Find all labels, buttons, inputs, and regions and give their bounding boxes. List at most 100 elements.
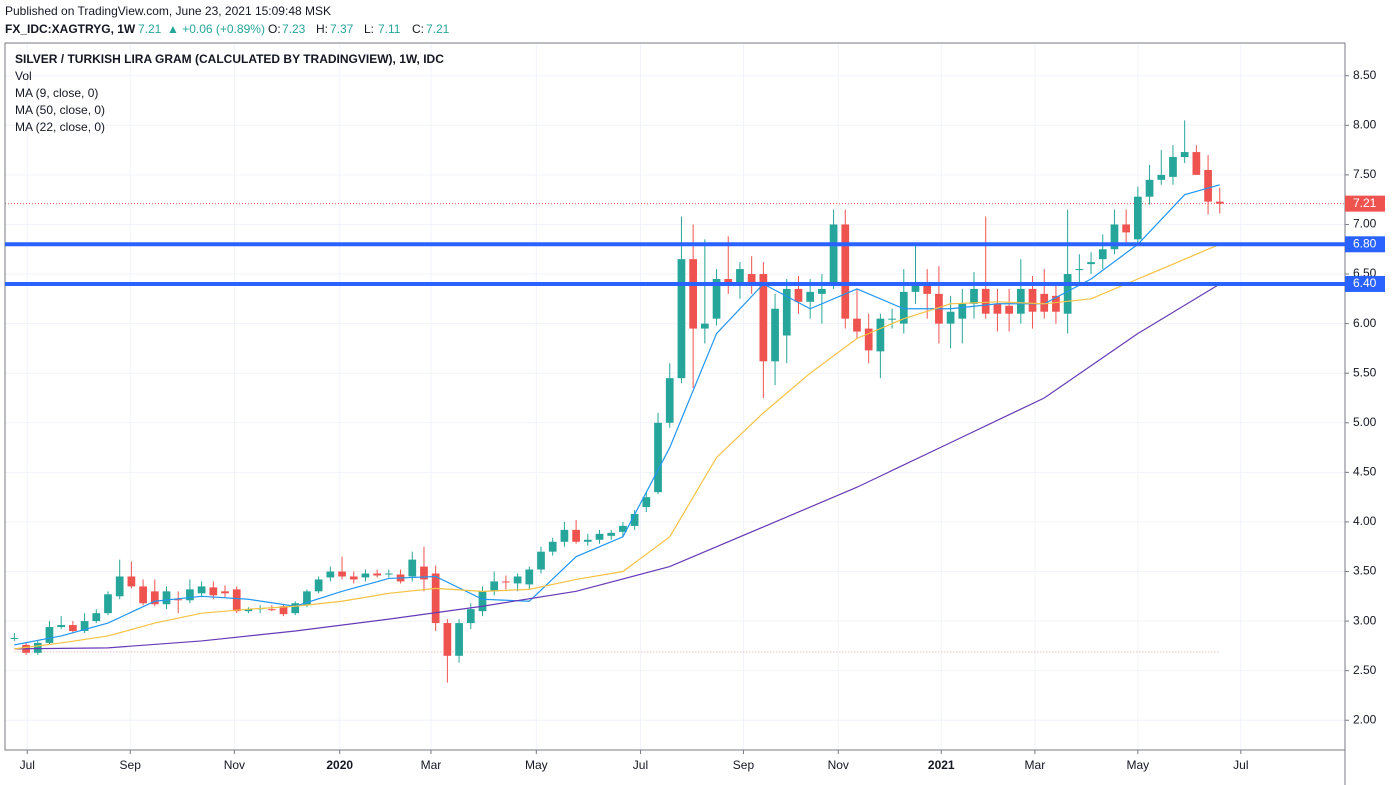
candle-body bbox=[841, 224, 850, 319]
candle-body bbox=[595, 533, 604, 540]
x-tick-label: Sep bbox=[733, 758, 755, 772]
x-tick-label: Mar bbox=[1025, 758, 1046, 772]
candle-body bbox=[197, 586, 206, 594]
level-tag bbox=[1345, 275, 1385, 292]
x-tick-label: Jul bbox=[1233, 758, 1248, 772]
candle-body bbox=[736, 269, 744, 284]
candle-body bbox=[443, 623, 452, 656]
candle-body bbox=[1063, 274, 1072, 314]
candle-body bbox=[69, 625, 77, 632]
x-tick-label: Sep bbox=[120, 758, 142, 772]
candle-body bbox=[607, 532, 616, 536]
last-price-label: 7.21 bbox=[1353, 196, 1377, 210]
candle-body bbox=[724, 278, 733, 284]
x-tick-label: Jul bbox=[633, 758, 648, 772]
x-tick-label: Mar bbox=[421, 758, 442, 772]
legend-item: MA (50, close, 0) bbox=[15, 103, 105, 117]
legend-item: MA (9, close, 0) bbox=[15, 86, 98, 100]
plot-frame bbox=[4, 42, 1346, 751]
candle-body bbox=[291, 603, 300, 614]
candle-body bbox=[57, 625, 66, 628]
candle-body bbox=[232, 589, 241, 612]
candle-body bbox=[911, 285, 920, 292]
candle-body bbox=[478, 591, 487, 612]
level-label: 6.40 bbox=[1353, 276, 1377, 290]
y-tick-label: 2.50 bbox=[1353, 663, 1377, 677]
y-tick-label: 2.00 bbox=[1353, 712, 1377, 726]
candle-body bbox=[689, 259, 698, 329]
candle-body bbox=[431, 573, 440, 624]
x-tick-label: May bbox=[525, 758, 548, 772]
y-tick-label: 6.00 bbox=[1353, 316, 1377, 330]
candle-body bbox=[619, 525, 627, 532]
candle-body bbox=[221, 591, 229, 594]
candle-body bbox=[162, 591, 171, 605]
x-tick-label: Nov bbox=[828, 758, 849, 772]
candle-body bbox=[490, 581, 499, 592]
candle-body bbox=[1087, 262, 1095, 265]
candle-body bbox=[759, 274, 768, 362]
candle-body bbox=[747, 274, 756, 284]
y-tick-label: 4.50 bbox=[1353, 465, 1377, 479]
y-tick-label: 3.00 bbox=[1353, 613, 1377, 627]
ma-line bbox=[14, 243, 1221, 650]
candle-body bbox=[279, 606, 288, 615]
candle-body bbox=[384, 573, 393, 575]
candle-body bbox=[970, 288, 978, 304]
level-label: 6.80 bbox=[1353, 236, 1377, 250]
candle-body bbox=[1122, 224, 1131, 233]
candle-body bbox=[794, 288, 803, 302]
candle-body bbox=[654, 422, 662, 493]
y-tick-label: 8.00 bbox=[1353, 117, 1377, 131]
candle-body bbox=[525, 569, 534, 585]
ma-line bbox=[14, 184, 1220, 646]
candle-body bbox=[1005, 305, 1013, 314]
candle-body bbox=[1204, 169, 1212, 202]
ma-line bbox=[14, 283, 1221, 650]
candle-body bbox=[630, 514, 639, 526]
ohlc-label: H: bbox=[316, 22, 328, 36]
candle-body bbox=[1215, 201, 1224, 204]
ohlc-label: O: bbox=[268, 22, 281, 36]
candle-body bbox=[958, 303, 967, 319]
marks bbox=[10, 120, 1224, 683]
candle-body bbox=[186, 589, 194, 601]
candle-body bbox=[45, 627, 54, 643]
x-tick-label: Nov bbox=[224, 758, 245, 772]
ohlc-value: 7.11 bbox=[378, 22, 401, 36]
candle-body bbox=[818, 288, 826, 294]
candle-body bbox=[502, 581, 510, 583]
candle-body bbox=[642, 497, 651, 508]
change: ▲ +0.06 (+0.89%) bbox=[167, 22, 265, 36]
candle-body bbox=[888, 318, 896, 320]
candle-body bbox=[349, 576, 358, 580]
candle-body bbox=[139, 586, 147, 604]
ohlc-value: 7.21 bbox=[426, 22, 450, 36]
candle-body bbox=[1192, 152, 1201, 175]
y-tick-label: 7.50 bbox=[1353, 167, 1377, 181]
candle-body bbox=[1098, 249, 1107, 260]
x-tick-label: 2021 bbox=[928, 758, 955, 772]
candle-body bbox=[33, 642, 42, 653]
candle-body bbox=[1016, 288, 1025, 314]
published: Published on TradingView.com, June 23, 2… bbox=[5, 4, 331, 18]
candle-body bbox=[373, 573, 382, 576]
candle-body bbox=[244, 609, 253, 612]
candle-body bbox=[92, 613, 101, 622]
ohlc-value: 7.37 bbox=[330, 22, 354, 36]
x-tick-label: May bbox=[1127, 758, 1150, 772]
candle-body bbox=[1075, 269, 1084, 271]
candle-body bbox=[1169, 157, 1177, 177]
candle-body bbox=[560, 529, 569, 542]
candle-body bbox=[1133, 196, 1142, 240]
candle-body bbox=[1028, 288, 1037, 312]
y-tick-label: 7.00 bbox=[1353, 217, 1377, 231]
candle-body bbox=[923, 285, 932, 294]
candle-body bbox=[1040, 293, 1049, 312]
candle-body bbox=[314, 579, 323, 592]
candle-body bbox=[326, 571, 335, 578]
price: 7.21 bbox=[138, 22, 162, 36]
candle-body bbox=[1052, 295, 1060, 312]
candle-body bbox=[338, 571, 346, 577]
